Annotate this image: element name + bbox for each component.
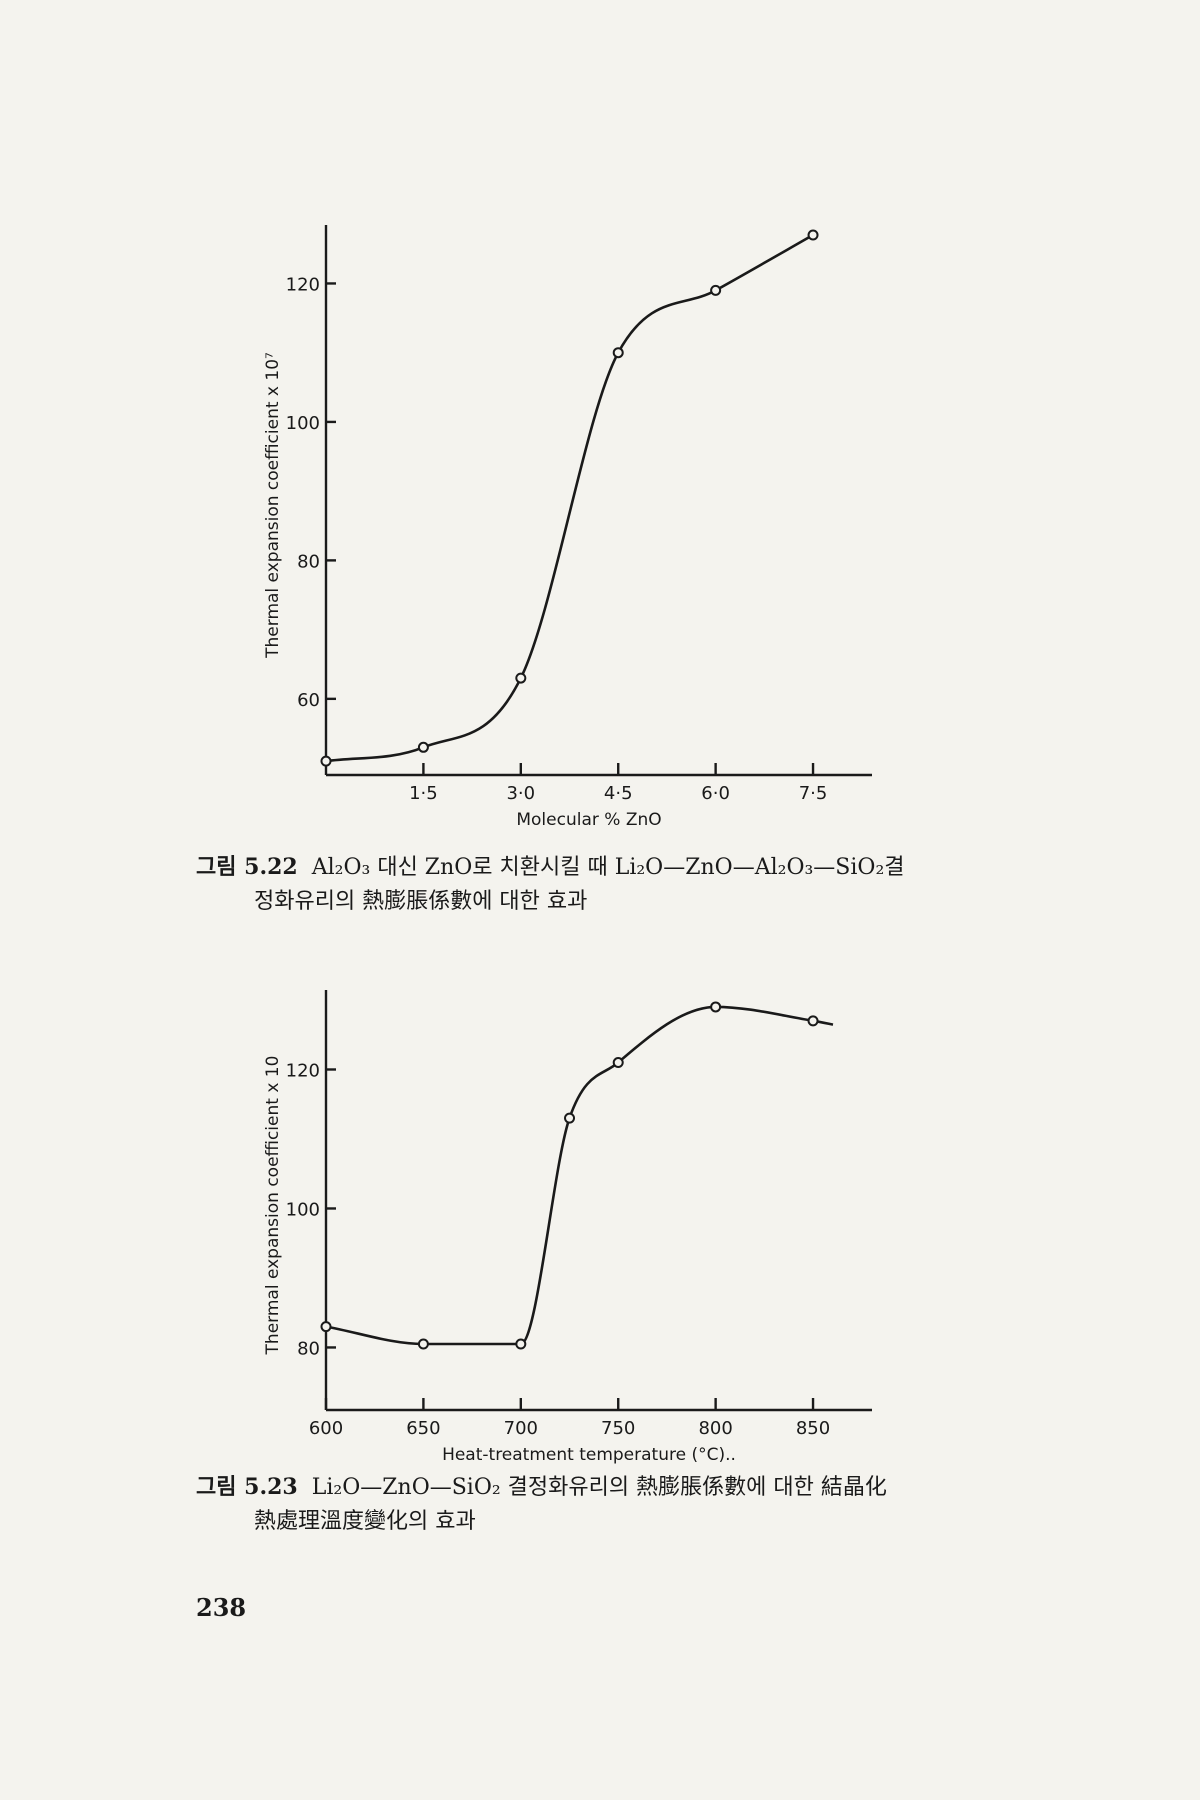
x-tick-label: 700 [504,1418,538,1439]
data-point [515,672,527,684]
x-tick-label: 1·5 [409,783,438,804]
data-point [807,229,819,241]
x-axis-label: Heat-treatment temperature (°C).. [442,1445,736,1465]
data-point [320,755,332,767]
caption-line1: Li₂O—ZnO—SiO₂ 결정화유리의 熱膨脹係數에 대한 結晶化 [311,1475,887,1500]
x-tick-label: 650 [406,1418,440,1439]
x-tick-label: 800 [698,1418,732,1439]
x-tick-label: 600 [309,1418,343,1439]
data-point [612,1057,624,1069]
x-tick-label: 7·5 [799,783,828,804]
caption-label: 그림 5.22 [196,854,298,880]
y-tick-label: 80 [297,1338,320,1359]
data-point [417,1338,429,1350]
y-tick-label: 80 [297,551,320,572]
data-point [710,284,722,296]
page-number: 238 [196,1593,247,1622]
y-tick-label: 100 [286,1199,320,1220]
caption-figure-5-22: 그림 5.22 Al₂O₃ 대신 ZnO로 치환시킬 때 Li₂O—ZnO—Al₂… [196,850,1056,919]
caption-figure-5-23: 그림 5.23 Li₂O—ZnO—SiO₂ 결정화유리의 熱膨脹係數에 대한 結晶… [196,1470,1056,1539]
chart-heat-treatment-expansion: 80 100 120 600 650 700 750 800 850 Heat-treatment… [263,990,872,1465]
data-point [417,741,429,753]
data-point [564,1112,576,1124]
caption-line1: Al₂O₃ 대신 ZnO로 치환시킬 때 Li₂O—ZnO—Al₂O₃—SiO₂… [311,855,905,880]
caption-line2: 정화유리의 熱膨脹係數에 대한 효과 [254,889,588,914]
caption-line2: 熱處理溫度變化의 효과 [254,1509,476,1534]
x-tick-label: 6·0 [701,783,730,804]
x-axis-label: Molecular % ZnO [516,810,661,830]
data-point [612,347,624,359]
y-axis-label: Thermal expansion coefficient x 10 [263,1056,283,1356]
y-tick-label: 100 [286,413,320,434]
x-tick-label: 3·0 [506,783,535,804]
data-point [710,1001,722,1013]
data-point [807,1015,819,1027]
y-tick-label: 60 [297,690,320,711]
x-tick-label: 4·5 [604,783,633,804]
data-point [515,1338,527,1350]
x-tick-label: 750 [601,1418,635,1439]
series-curve [325,1005,834,1346]
data-point [320,1321,332,1333]
chart-zno-expansion: 60 80 100 120 1·5 3·0 4·5 6·0 7·5 Molecular % ZnO… [263,225,872,830]
y-tick-label: 120 [286,1060,320,1081]
caption-label: 그림 5.23 [196,1474,298,1500]
series-curve [325,233,814,763]
y-tick-label: 120 [286,274,320,295]
x-tick-label: 850 [796,1418,830,1439]
y-axis-label: Thermal expansion coefficient x 10⁷ [263,352,283,659]
